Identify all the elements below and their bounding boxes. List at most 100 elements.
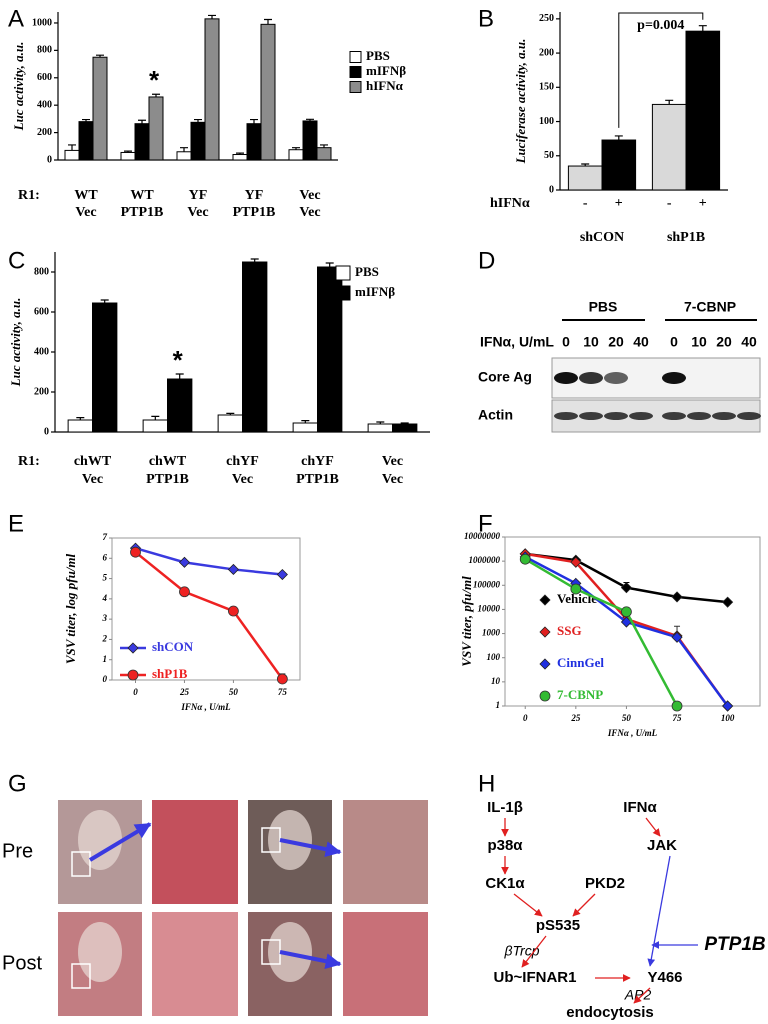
y-axis-title: Luc activity, a.u. — [11, 42, 26, 132]
panel-label: C — [8, 247, 25, 274]
error-bar — [68, 144, 76, 151]
bar — [651, 103, 687, 191]
y-tick-label: 0 — [44, 426, 49, 437]
y-tick-label: 1 — [496, 700, 501, 710]
legend-label: SSG — [557, 623, 582, 638]
bar — [120, 151, 136, 161]
bar — [392, 423, 418, 433]
band — [604, 372, 628, 384]
row-label: Core Ag — [478, 369, 532, 385]
x-tick-label: 75 — [278, 687, 288, 697]
annotation: * — [149, 65, 160, 95]
panel-label: B — [478, 5, 494, 32]
series-line — [135, 546, 283, 576]
x-tick-label: Vec — [299, 188, 320, 203]
point — [722, 596, 734, 608]
point — [570, 583, 582, 595]
bar — [134, 123, 150, 161]
dose-label: 20 — [716, 334, 732, 350]
error-bar — [76, 417, 85, 420]
x-tick-label: Vec — [382, 454, 403, 469]
y-tick-label: 200 — [539, 47, 554, 58]
x-tick-label: shCON — [580, 230, 624, 245]
y-tick-label: 1 — [103, 654, 108, 664]
y-tick-label: 0 — [549, 184, 554, 195]
band — [554, 372, 578, 384]
band — [737, 412, 761, 420]
point — [621, 606, 632, 618]
annotation: * — [173, 345, 184, 375]
error-bar — [306, 118, 314, 121]
y-tick-label: 800 — [34, 266, 49, 277]
pathway-node: CK1α — [485, 875, 525, 892]
bar — [167, 378, 193, 433]
y-tick-label: 6 — [103, 552, 108, 562]
error-bar — [325, 262, 334, 267]
y-tick-label: 0 — [103, 674, 108, 684]
pathway-arrow — [633, 987, 651, 1004]
error-bar — [124, 150, 132, 153]
photo-arrow — [279, 838, 342, 858]
error-bar — [236, 152, 244, 155]
error-bar — [226, 412, 235, 415]
band — [687, 412, 711, 420]
legend-label: 7-CBNP — [557, 687, 603, 702]
y-tick-label: 10000 — [478, 603, 501, 613]
x-tick-label: 0 — [133, 687, 138, 697]
band — [662, 372, 686, 384]
error-bar — [96, 54, 104, 58]
x-axis-title: IFNα , U/mL — [607, 728, 658, 738]
photo — [343, 800, 428, 904]
panel-label: A — [8, 5, 24, 32]
error-bar — [250, 118, 258, 124]
pathway-node: JAK — [647, 837, 677, 854]
series-line — [524, 558, 679, 707]
legend-marker — [539, 658, 551, 670]
point — [276, 673, 288, 685]
bar — [567, 165, 603, 191]
panel-label: F — [478, 510, 493, 537]
significance-bracket — [618, 12, 704, 128]
y-tick-label: 600 — [34, 306, 49, 317]
legend-label: PBS — [355, 264, 379, 279]
legend-marker — [127, 642, 139, 654]
group-label: 7-CBNP — [684, 299, 736, 315]
legend-label: hIFNα — [366, 78, 404, 93]
bar — [242, 261, 268, 433]
y-tick-label: 600 — [37, 72, 52, 83]
band — [554, 412, 578, 420]
error-bar — [581, 163, 590, 167]
band — [579, 372, 603, 384]
pathway-node: Y466 — [647, 969, 682, 986]
legend-label: PBS — [366, 48, 390, 63]
annotation: p=0.004 — [637, 18, 684, 33]
y-tick-label: 200 — [37, 127, 52, 138]
photo-detail — [78, 810, 122, 870]
x-tick-label: Vec — [187, 205, 208, 220]
y-tick-label: 1000 — [32, 17, 52, 28]
x-tick-label: PTP1B — [296, 472, 339, 487]
dose-label: 0 — [670, 334, 678, 350]
legend-swatch — [335, 265, 351, 281]
row-label: R1: — [18, 454, 40, 469]
photo-box — [71, 851, 91, 877]
error-bar — [82, 118, 90, 122]
photo-arrow — [279, 950, 342, 970]
x-tick-label: Vec — [75, 205, 96, 220]
bar-group-label: - — [667, 196, 672, 211]
y-tick-label: 0 — [47, 154, 52, 165]
x-tick-label: chYF — [301, 454, 334, 469]
bar — [246, 123, 262, 161]
dose-label: 40 — [633, 334, 649, 350]
plot-frame — [504, 536, 761, 707]
pathway-node: IL-1β — [487, 799, 523, 816]
bar-group-label: - — [583, 196, 588, 211]
y-tick-label: 800 — [37, 45, 52, 56]
y-tick-label: 100000 — [473, 579, 501, 589]
x-tick-label: 50 — [229, 687, 239, 697]
bar — [260, 23, 276, 161]
x-tick-label: Vec — [232, 472, 253, 487]
x-tick-label: YF — [189, 188, 208, 203]
dose-label: 40 — [741, 334, 757, 350]
